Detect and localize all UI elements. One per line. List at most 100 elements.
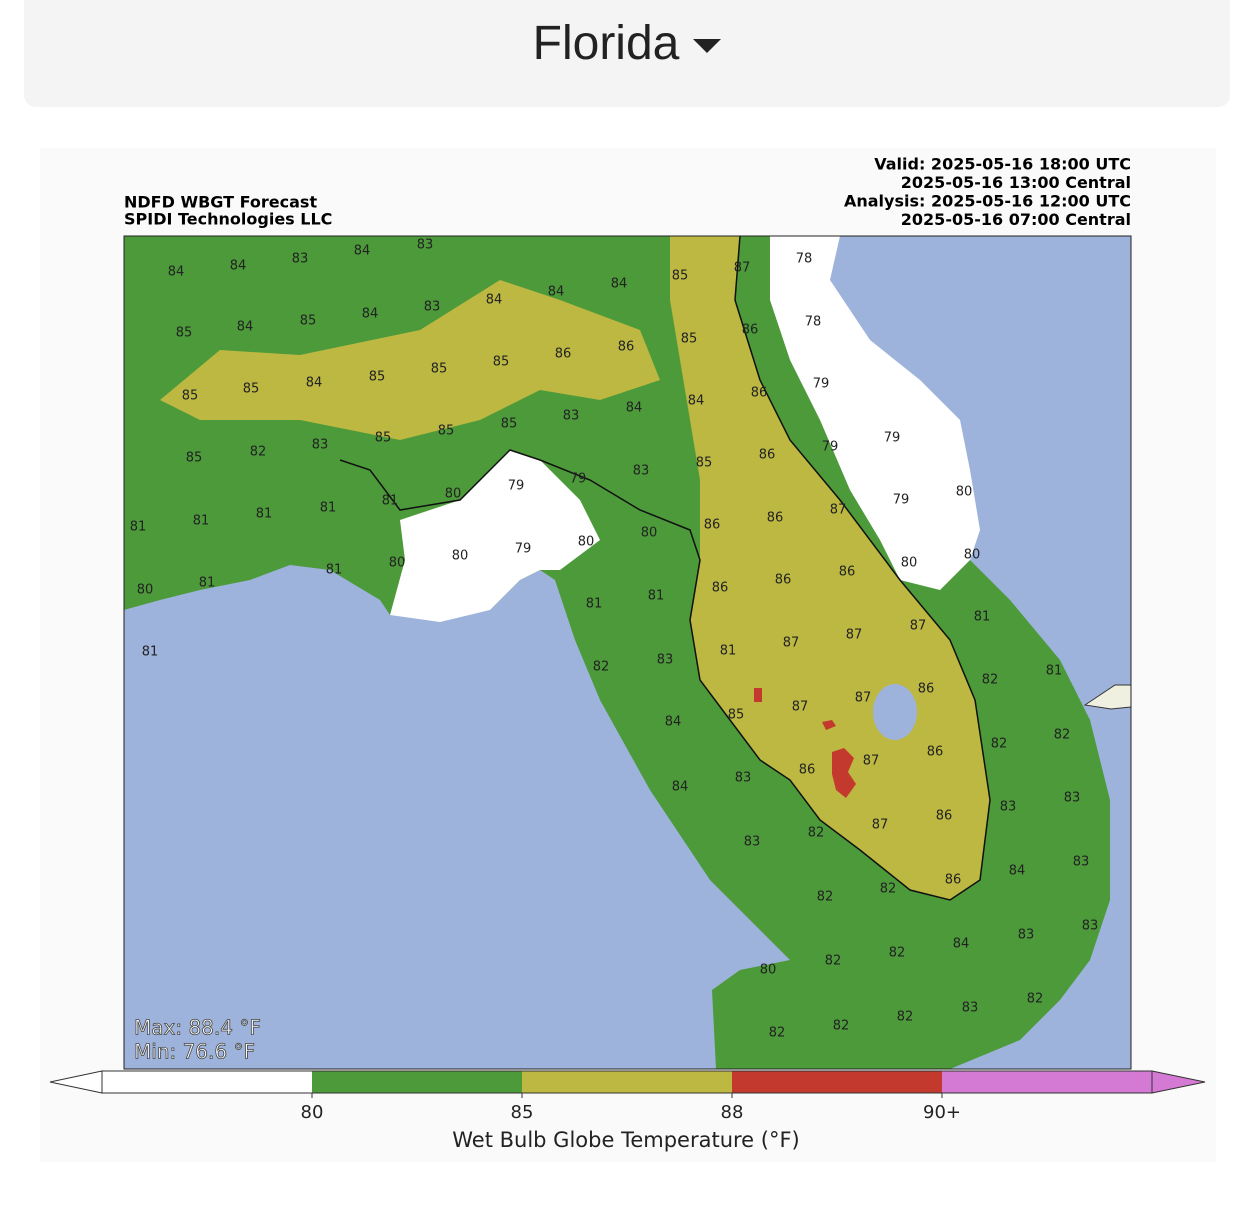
value-label: 86 [751, 386, 768, 401]
value-label: 86 [555, 347, 572, 362]
value-label: 86 [618, 340, 635, 355]
value-label: 81 [648, 589, 665, 604]
value-label: 87 [792, 700, 809, 715]
value-label: 80 [760, 963, 777, 978]
value-label: 83 [1000, 800, 1017, 815]
region-name[interactable]: Florida [532, 17, 680, 70]
region-title[interactable]: Florida [24, 16, 1230, 71]
value-label: 79 [893, 493, 910, 508]
value-label: 84 [354, 244, 371, 259]
value-label: 83 [633, 464, 650, 479]
value-label: 83 [417, 238, 434, 253]
colorbar-segment [312, 1071, 523, 1093]
value-label: 85 [186, 451, 203, 466]
value-label: 85 [243, 382, 260, 397]
value-label: 84 [665, 715, 682, 730]
value-label: 82 [808, 826, 825, 841]
value-label: 79 [813, 377, 830, 392]
value-label: 85 [369, 370, 386, 385]
bahamas [1083, 684, 1131, 710]
value-label: 85 [672, 269, 689, 284]
value-label: 81 [199, 576, 216, 591]
value-label: 79 [508, 479, 525, 494]
value-label: 82 [1054, 728, 1071, 743]
value-label: 87 [910, 619, 927, 634]
value-label: 82 [1027, 992, 1044, 1007]
colorbar-tick-label: 80 [301, 1102, 324, 1123]
value-label: 82 [593, 660, 610, 675]
value-label: 83 [312, 438, 329, 453]
colorbar-segment [522, 1071, 733, 1093]
value-label: 85 [681, 332, 698, 347]
value-label: 82 [825, 954, 842, 969]
value-label: 83 [292, 252, 309, 267]
value-label: 83 [1018, 928, 1035, 943]
coastline [339, 236, 991, 901]
value-label: 84 [168, 265, 185, 280]
colorbar-tick-label: 88 [721, 1102, 744, 1123]
value-label: 85 [375, 431, 392, 446]
value-label: 86 [767, 511, 784, 526]
value-label: 80 [578, 535, 595, 550]
colorbar-segment [732, 1071, 943, 1093]
value-label: 79 [822, 440, 839, 455]
value-label: 82 [991, 737, 1008, 752]
value-label: 84 [548, 285, 565, 300]
value-label: 82 [769, 1026, 786, 1041]
value-label: 85 [501, 417, 518, 432]
value-label: 81 [130, 520, 147, 535]
value-label: 84 [362, 307, 379, 322]
value-label: 83 [424, 300, 441, 315]
map-area: 84 84 83 84 83 85 84 85 84 83 84 84 84 85 87 78 85 85 84 85… [124, 236, 1131, 1069]
colorbar-outline [101, 1070, 1153, 1094]
wbgt-80-85 [124, 236, 1110, 1069]
value-label: 83 [1064, 791, 1081, 806]
colorbar-label: Wet Bulb Globe Temperature (°F) [452, 1128, 799, 1152]
value-label: 85 [431, 362, 448, 377]
map-time: Analysis: 2025-05-16 12:00 UTC [844, 192, 1131, 211]
value-label: 80 [389, 556, 406, 571]
value-label: 84 [688, 394, 705, 409]
value-label: 86 [839, 565, 856, 580]
value-label: 84 [1009, 864, 1026, 879]
map-time: Valid: 2025-05-16 18:00 UTC [874, 155, 1131, 174]
value-label: 84 [230, 259, 247, 274]
value-label: 86 [927, 745, 944, 760]
value-label: 79 [570, 472, 587, 487]
wbgt-below-80-gulf [390, 450, 600, 622]
value-label: 85 [182, 389, 199, 404]
value-label: 80 [452, 549, 469, 564]
map-time: 2025-05-16 13:00 Central [901, 173, 1131, 192]
value-label: 87 [846, 628, 863, 643]
dropdown-caret[interactable] [693, 39, 722, 54]
value-label: 87 [830, 503, 847, 518]
value-label: 87 [734, 261, 751, 276]
colorbar-segment [942, 1071, 1153, 1093]
region-selector[interactable]: Florida [24, 0, 1230, 107]
value-label: 84 [611, 277, 628, 292]
value-label: 85 [493, 355, 510, 370]
wbgt-below-80-atlantic [770, 236, 980, 590]
map-title: SPIDI Technologies LLC [124, 210, 332, 229]
value-label: 86 [936, 809, 953, 824]
value-label: 82 [889, 946, 906, 961]
value-label: 83 [744, 835, 761, 850]
value-label: 80 [445, 487, 462, 502]
value-label: 80 [641, 526, 658, 541]
value-label: 86 [775, 573, 792, 588]
value-label: 82 [897, 1010, 914, 1025]
value-label: 80 [964, 548, 981, 563]
colorbar-tick-label: 90+ [923, 1102, 961, 1123]
value-label: 83 [962, 1001, 979, 1016]
value-label: 82 [833, 1019, 850, 1034]
colorbar: 80 85 88 90+ Wet Bulb Globe Temperature (°F) [49, 1070, 1206, 1152]
value-label: 81 [320, 501, 337, 516]
value-label: 85 [728, 708, 745, 723]
colorbar-segment [102, 1071, 313, 1093]
value-label: 78 [805, 315, 822, 330]
map-time: 2025-05-16 07:00 Central [901, 210, 1131, 229]
stat-max: Max: 88.4 °F [134, 1016, 261, 1040]
value-label: 86 [799, 763, 816, 778]
